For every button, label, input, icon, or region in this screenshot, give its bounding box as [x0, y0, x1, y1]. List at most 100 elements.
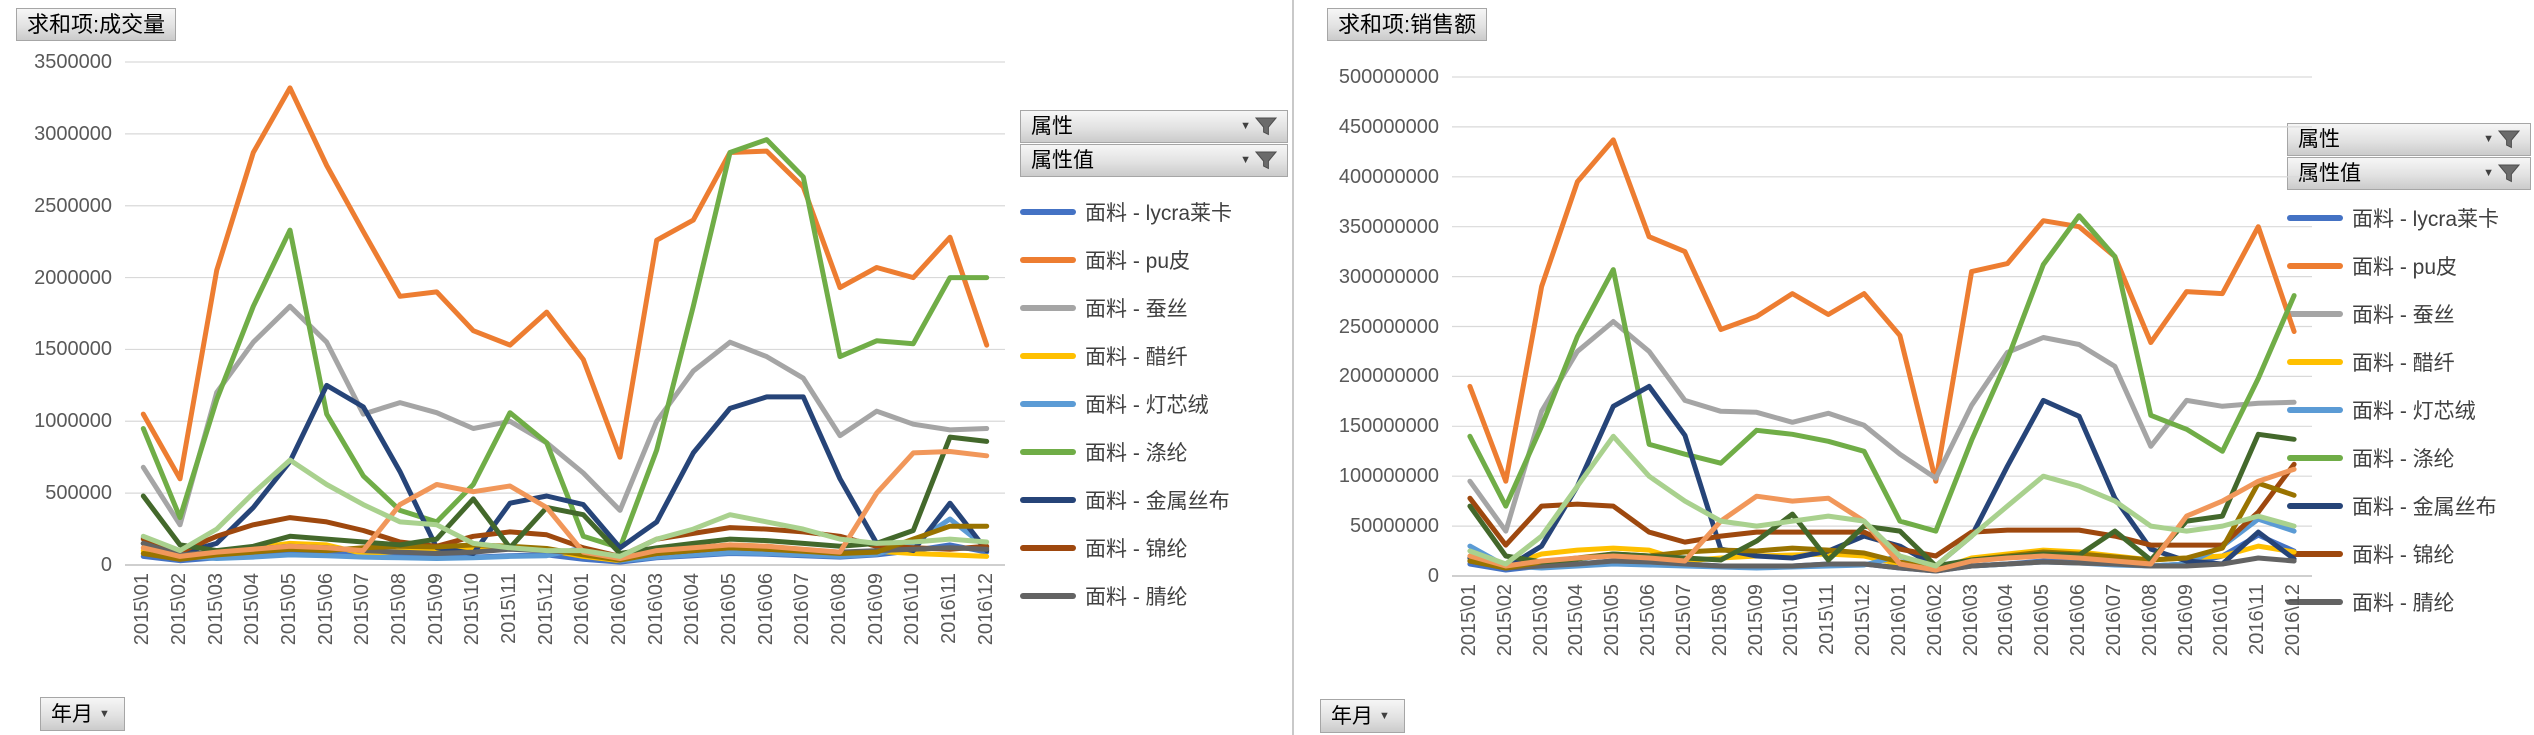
series-line-面料 - 金属丝布 — [140, 382, 990, 556]
x-tick-label: 2016\10 — [2210, 584, 2233, 657]
caret-down-icon[interactable]: ▼ — [99, 707, 110, 720]
filter-icon[interactable] — [2498, 130, 2520, 150]
x-tick-label: 2016\02 — [1923, 584, 1946, 657]
legend-item: 面料 - pu皮 — [1020, 236, 1288, 284]
series-line-面料 - pu皮 — [140, 85, 990, 482]
x-tick-label: 2015\11 — [498, 573, 520, 644]
attribute-value-filter-button[interactable]: 属性值 ▼ — [1020, 144, 1288, 177]
filter-icon[interactable] — [1255, 151, 1277, 171]
x-tick-label: 2015\05 — [1601, 584, 1624, 657]
x-tick-label: 2016\02 — [608, 573, 630, 646]
x-tick-label: 2016\08 — [828, 573, 850, 646]
legend-item: 面料 - 锦纶 — [1020, 524, 1288, 572]
x-tick-label: 2016\06 — [2067, 584, 2090, 657]
series-line-面料 - 蚕丝 — [140, 303, 990, 528]
legend-label: 面料 - pu皮 — [1085, 250, 1191, 273]
x-tick-label: 2015\10 — [1780, 584, 1803, 657]
legend-item: 面料 - 腈纶 — [1020, 572, 1288, 620]
y-tick-label: 50000000 — [1350, 515, 1439, 538]
y-tick-label: 350000000 — [1338, 215, 1439, 238]
series-line-面料 - 锦纶 — [140, 515, 990, 559]
legend-item: 面料 - 涤纶 — [2287, 434, 2531, 482]
x-tick-label: 2015\12 — [1852, 584, 1875, 657]
legend-item: 面料 - 蚕丝 — [2287, 290, 2531, 338]
caret-down-icon[interactable]: ▼ — [1240, 120, 1251, 132]
series-line-extra-9 — [140, 523, 990, 563]
legend-item: 面料 - 灯芯绒 — [1020, 380, 1288, 428]
axis-field-button[interactable]: 年月 ▼ — [1320, 699, 1405, 733]
value-field-button[interactable]: 求和项:销售额 — [1327, 8, 1488, 41]
series-line-面料 - 涤纶 — [1467, 213, 2297, 534]
y-tick-label: 500000 — [45, 482, 112, 505]
axis-field-button[interactable]: 年月 ▼ — [40, 697, 125, 731]
x-tick-label: 2015\02 — [168, 573, 190, 646]
legend-entries: 面料 - lycra莱卡 面料 - pu皮 面料 - 蚕丝 面料 - 醋纤 面料 - 灯… — [2287, 194, 2531, 626]
series-line-面料 - 蚕丝 — [1467, 319, 2297, 534]
legend-label: 面料 - 醋纤 — [1085, 346, 1188, 369]
attribute-filter-button[interactable]: 属性 ▼ — [1020, 110, 1288, 143]
x-tick-label: 2015\07 — [1672, 584, 1695, 657]
legend-line-sample — [1020, 545, 1076, 551]
x-tick-label: 2016\11 — [938, 573, 960, 644]
y-tick-label: 2000000 — [34, 266, 112, 289]
series-line-面料 - lycra莱卡 — [140, 542, 990, 565]
x-tick-label: 2015\12 — [534, 573, 557, 646]
legend-item: 面料 - lycra莱卡 — [1020, 188, 1288, 236]
y-tick-label: 200000000 — [1338, 365, 1439, 388]
legend-line-sample — [2287, 407, 2343, 413]
x-tick-label: 2016\03 — [644, 573, 667, 646]
x-tick-label: 2015\06 — [1637, 584, 1660, 657]
x-tick-label: 2016\05 — [2031, 584, 2054, 657]
x-tick-label: 2015\09 — [424, 573, 447, 646]
x-tick-label: 2016\07 — [2102, 584, 2125, 657]
x-tick-label: 2016\01 — [1887, 584, 1910, 657]
legend-line-sample — [1020, 497, 1076, 503]
value-field-button[interactable]: 求和项:成交量 — [16, 8, 177, 41]
legend-line-sample — [1020, 353, 1076, 359]
x-tick-label: 2015\09 — [1744, 584, 1767, 657]
x-tick-label: 2015\03 — [204, 573, 227, 646]
series-line-extra-11 — [140, 449, 990, 561]
y-tick-label: 300000000 — [1338, 265, 1439, 288]
series-line-extra-12 — [1467, 433, 2297, 569]
legend-line-sample — [2287, 263, 2343, 269]
y-tick-label: 3500000 — [34, 51, 112, 73]
caret-down-icon[interactable]: ▼ — [2483, 167, 2494, 179]
legend-item: 面料 - pu皮 — [2287, 242, 2531, 290]
legend-item: 面料 - 醋纤 — [2287, 338, 2531, 386]
legend-label: 面料 - 腈纶 — [1085, 586, 1188, 609]
y-tick-label: 450000000 — [1338, 115, 1439, 138]
axis-field-label: 年月 — [51, 702, 93, 726]
filter-icon[interactable] — [2498, 164, 2520, 184]
filter-icon[interactable] — [1255, 117, 1277, 137]
filter-button-label: 属性 — [2298, 128, 2340, 151]
legend-item: 面料 - 醋纤 — [1020, 332, 1288, 380]
y-tick-label: 0 — [100, 554, 112, 576]
x-tick-label: 2015\01 — [131, 573, 154, 646]
filter-button-label: 属性值 — [1031, 149, 1094, 172]
x-tick-label: 2016\10 — [901, 573, 924, 646]
series-line-extra-10 — [1467, 431, 2297, 569]
legend-item: 面料 - 锦纶 — [2287, 530, 2531, 578]
legend-line-sample — [2287, 359, 2343, 365]
legend-label: 面料 - 蚕丝 — [2352, 304, 2455, 327]
x-tick-label: 2016\12 — [974, 573, 997, 646]
x-tick-label: 2015\01 — [1457, 584, 1480, 657]
attribute-filter-button[interactable]: 属性 ▼ — [2287, 123, 2531, 156]
legend-item: 面料 - 涤纶 — [1020, 428, 1288, 476]
attribute-value-filter-button[interactable]: 属性值 ▼ — [2287, 157, 2531, 190]
legend-item: 面料 - 金属丝布 — [1020, 476, 1288, 524]
legend-label: 面料 - lycra莱卡 — [1085, 202, 1232, 225]
panel-divider — [1292, 0, 1294, 735]
legend-item: 面料 - 蚕丝 — [1020, 284, 1288, 332]
caret-down-icon[interactable]: ▼ — [2483, 133, 2494, 145]
series-line-extra-9 — [1467, 480, 2297, 572]
legend-item: 面料 - 灯芯绒 — [2287, 386, 2531, 434]
caret-down-icon[interactable]: ▼ — [1379, 709, 1390, 722]
x-tick-label: 2016\01 — [571, 573, 594, 646]
x-tick-label: 2016\05 — [718, 573, 740, 646]
legend-label: 面料 - pu皮 — [2352, 256, 2458, 279]
y-tick-label: 400000000 — [1338, 165, 1439, 188]
caret-down-icon[interactable]: ▼ — [1240, 154, 1251, 166]
